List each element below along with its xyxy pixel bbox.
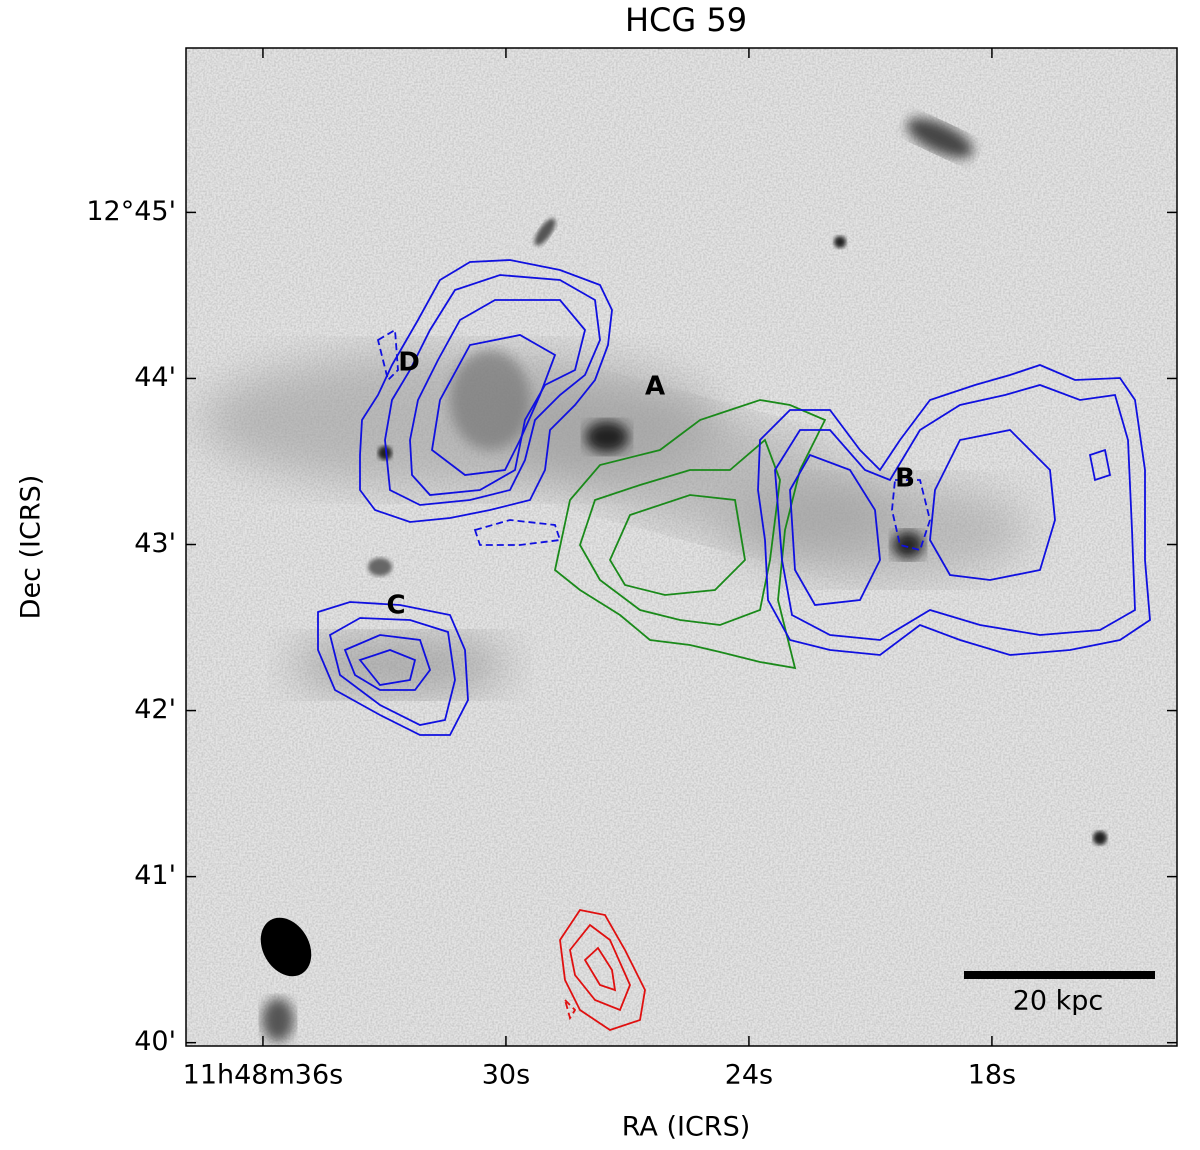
y-tick-label: 41' (134, 860, 176, 891)
galaxy-label: D (398, 348, 420, 378)
galaxy-label: A (645, 372, 665, 402)
x-tick-label: 18s (968, 1060, 1016, 1091)
galaxy-label: B (895, 464, 915, 494)
beam (260, 917, 312, 977)
sky-image (186, 48, 1177, 1046)
x-tick-label: 30s (482, 1060, 530, 1091)
plot-frame (185, 47, 1178, 1047)
chart-title: HCG 59 (625, 1, 747, 39)
x-tick-label: 24s (725, 1060, 773, 1091)
y-tick-label: 43' (134, 528, 176, 559)
x-tick-label: 11h48m36s (183, 1060, 344, 1091)
y-tick-label: 42' (134, 694, 176, 725)
y-tick-label: 40' (134, 1026, 176, 1057)
y-axis-label: Dec (ICRS) (16, 475, 47, 620)
y-tick-label: 44' (134, 362, 176, 393)
scale-bar-label: 20 kpc (1013, 986, 1104, 1017)
x-axis-label: RA (ICRS) (622, 1112, 751, 1143)
y-tick-label: 12°45' (86, 196, 176, 227)
galaxy-label: C (386, 591, 405, 621)
contours (317, 259, 1151, 1031)
